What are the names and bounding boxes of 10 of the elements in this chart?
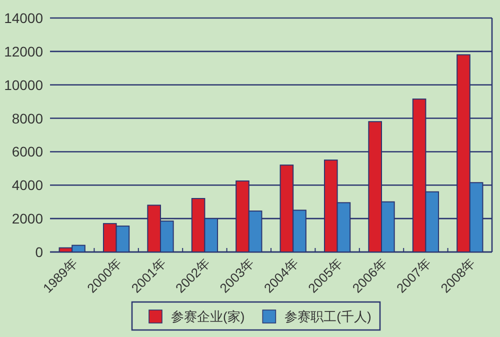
y-tick-label: 0 — [35, 244, 44, 260]
legend-label: 参赛职工(千人) — [284, 309, 372, 324]
y-tick-label: 10000 — [4, 76, 44, 93]
y-tick-label: 6000 — [12, 144, 44, 160]
y-tick-label: 2000 — [12, 210, 44, 227]
y-tick-label: 8000 — [12, 110, 44, 126]
y-tick-label: 14000 — [4, 10, 44, 26]
y-tick-label: 4000 — [12, 177, 44, 194]
legend-label: 参赛企业(家) — [171, 309, 245, 324]
y-tick-label: 12000 — [4, 43, 44, 60]
